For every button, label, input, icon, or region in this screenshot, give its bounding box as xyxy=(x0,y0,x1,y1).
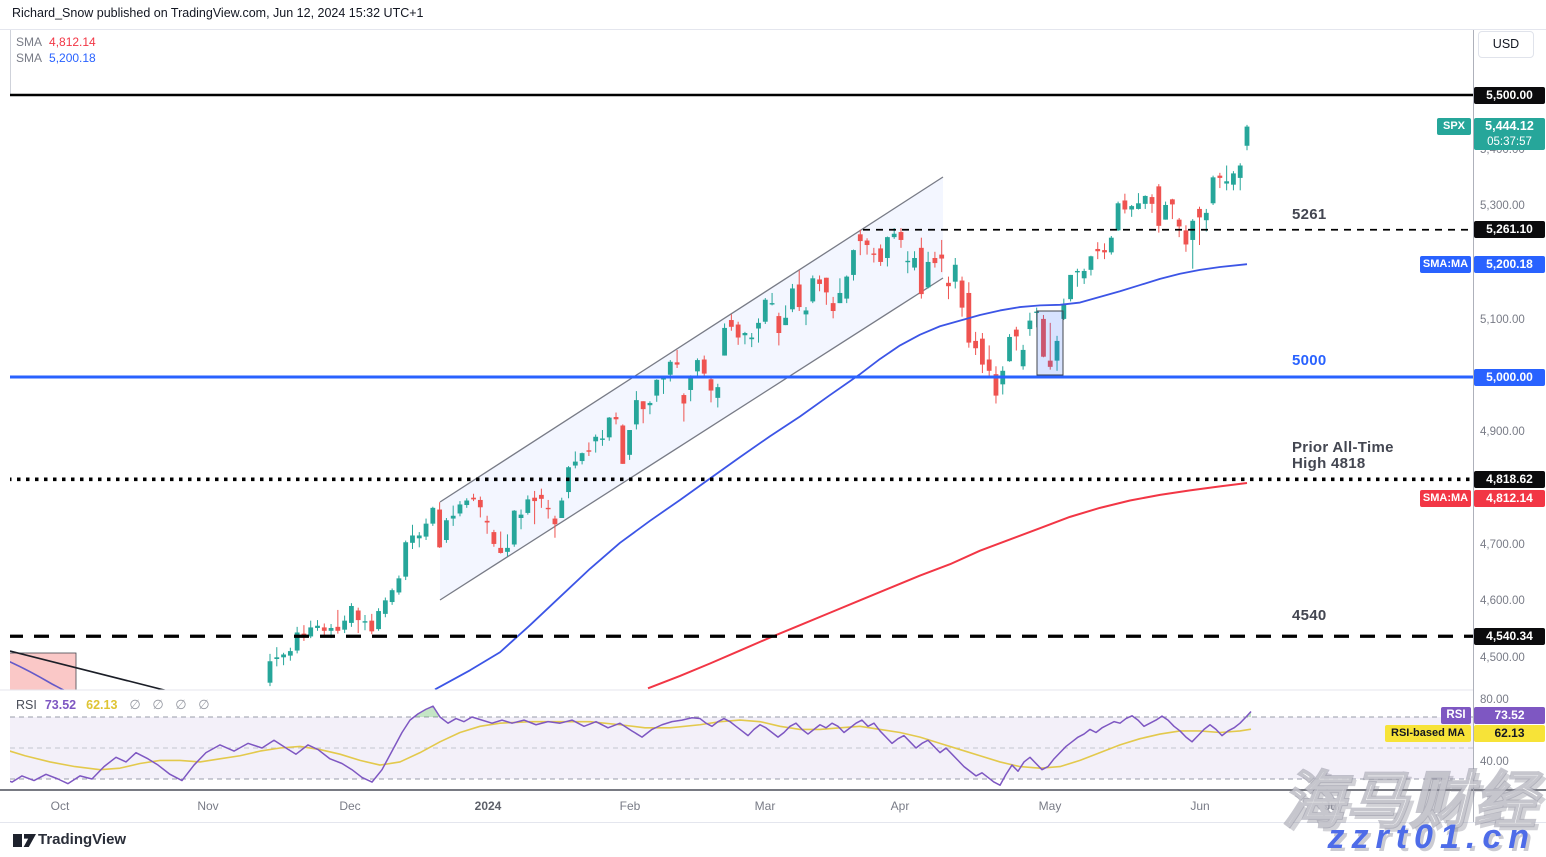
pane-left-border xyxy=(10,30,11,95)
rsi-legend-value: 73.52 xyxy=(44,698,77,712)
tradingview-brand[interactable]: TradingView xyxy=(38,831,127,848)
tradingview-logo-icon[interactable] xyxy=(13,832,37,849)
rsi-legend-title: RSI xyxy=(16,698,37,712)
rsi-axis-value: 73.52 xyxy=(1474,707,1545,724)
sma50-legend-label: SMA xyxy=(16,51,43,65)
sma50-axis-tag: SMA:MA xyxy=(1420,256,1471,273)
time-axis-border xyxy=(0,822,1546,823)
publish-byline: Richard_Snow published on TradingView.co… xyxy=(12,6,424,20)
sma50-legend-row[interactable]: SMA 5,200.18 xyxy=(16,51,96,65)
rsi-ma-axis-tag: RSI-based MA xyxy=(1385,725,1471,742)
last-price-value: 5,444.12 xyxy=(1485,119,1534,133)
countdown-timer: 05:37:57 xyxy=(1487,136,1532,148)
last-price-badge: 5,444.12 05:37:57 xyxy=(1474,118,1545,150)
price-axis-border xyxy=(1473,30,1474,822)
rsi-ma-legend-value: 62.13 xyxy=(86,698,118,712)
sma50-legend-value: 5,200.18 xyxy=(49,51,96,65)
rsi-empty-slots: ∅ ∅ ∅ ∅ xyxy=(129,697,214,712)
currency-selector[interactable]: USD xyxy=(1478,31,1534,58)
watermark-cn: 海马财经 xyxy=(1281,766,1538,837)
sma200-axis-value: 4,812.14 xyxy=(1474,490,1545,507)
sma200-legend-value: 4,812.14 xyxy=(49,35,96,49)
sma200-axis-tag: SMA:MA xyxy=(1420,490,1471,507)
rsi-ma-axis-value: 62.13 xyxy=(1474,725,1545,742)
watermark-url: zzrt01.cn xyxy=(1327,818,1536,856)
symbol-badge: SPX xyxy=(1437,118,1471,135)
header-separator xyxy=(0,29,1546,30)
rsi-legend[interactable]: RSI 73.52 62.13 ∅ ∅ ∅ ∅ xyxy=(16,697,214,713)
sma200-legend-row[interactable]: SMA 4,812.14 xyxy=(16,35,96,49)
sma50-axis-value: 5,200.18 xyxy=(1474,256,1545,273)
sma200-legend-label: SMA xyxy=(16,35,43,49)
rsi-axis-tag: RSI xyxy=(1441,707,1471,724)
